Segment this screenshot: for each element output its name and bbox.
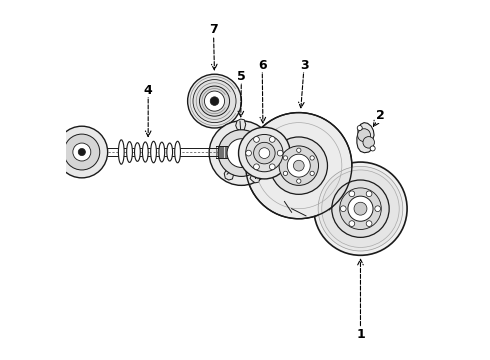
Circle shape [358, 129, 370, 141]
Circle shape [296, 179, 301, 183]
Circle shape [314, 162, 407, 255]
Ellipse shape [175, 141, 180, 163]
Circle shape [341, 206, 346, 212]
Circle shape [188, 74, 242, 128]
Circle shape [283, 156, 288, 160]
Circle shape [259, 148, 270, 158]
Circle shape [348, 196, 373, 221]
Polygon shape [224, 169, 234, 180]
Circle shape [318, 166, 403, 251]
Circle shape [56, 126, 108, 178]
Circle shape [239, 127, 290, 179]
Polygon shape [357, 123, 374, 153]
Circle shape [279, 146, 318, 185]
Circle shape [210, 97, 219, 105]
Circle shape [209, 121, 274, 185]
Circle shape [218, 130, 265, 176]
Circle shape [296, 148, 301, 152]
Circle shape [254, 164, 259, 170]
Text: 5: 5 [237, 69, 246, 82]
Circle shape [227, 139, 256, 167]
Circle shape [310, 171, 314, 176]
Circle shape [349, 191, 355, 197]
Circle shape [287, 154, 310, 177]
Circle shape [270, 136, 275, 142]
Circle shape [332, 180, 389, 237]
Circle shape [354, 202, 367, 215]
Circle shape [310, 156, 314, 160]
Circle shape [78, 148, 85, 156]
Circle shape [193, 80, 236, 123]
Circle shape [277, 150, 283, 156]
Text: 3: 3 [300, 59, 309, 72]
Circle shape [64, 134, 100, 170]
Circle shape [370, 146, 375, 151]
Text: 2: 2 [376, 109, 385, 122]
Circle shape [199, 86, 230, 116]
Circle shape [73, 143, 91, 161]
Text: 6: 6 [258, 59, 267, 72]
Text: 4: 4 [144, 84, 152, 97]
Circle shape [245, 150, 251, 156]
Circle shape [363, 136, 374, 148]
Text: 1: 1 [356, 328, 365, 341]
Polygon shape [263, 151, 271, 160]
Circle shape [375, 206, 381, 212]
Circle shape [270, 164, 275, 170]
Circle shape [366, 221, 372, 226]
Circle shape [254, 136, 259, 142]
Circle shape [245, 134, 283, 172]
Circle shape [254, 142, 275, 164]
Circle shape [366, 191, 372, 197]
Circle shape [349, 221, 355, 226]
Ellipse shape [151, 141, 156, 163]
Wedge shape [245, 113, 352, 219]
Circle shape [283, 171, 288, 176]
Circle shape [340, 188, 381, 229]
Circle shape [204, 91, 224, 111]
Ellipse shape [143, 142, 148, 162]
Text: 7: 7 [209, 23, 218, 36]
Polygon shape [250, 174, 260, 183]
Ellipse shape [119, 140, 124, 164]
Circle shape [294, 160, 304, 171]
Ellipse shape [159, 142, 165, 162]
Ellipse shape [135, 143, 140, 161]
Circle shape [270, 137, 327, 194]
Ellipse shape [126, 141, 132, 162]
Ellipse shape [167, 143, 172, 161]
Wedge shape [299, 166, 333, 207]
Circle shape [357, 126, 362, 131]
Circle shape [322, 170, 399, 247]
Polygon shape [236, 119, 245, 131]
